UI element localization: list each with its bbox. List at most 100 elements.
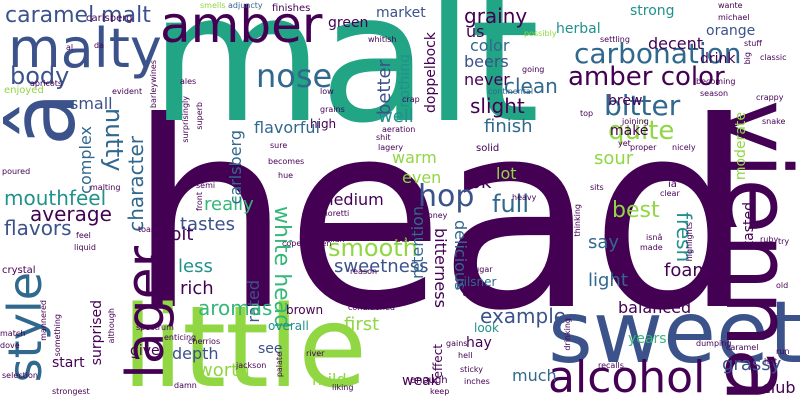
word-highlights: highlights	[685, 222, 694, 262]
word-liking: liking	[332, 383, 354, 392]
word-brown: brown	[286, 303, 324, 317]
word-crystal: crystal	[2, 265, 36, 276]
word-much: much	[512, 366, 557, 385]
word-see: see	[258, 341, 283, 357]
word-evident: evident	[112, 87, 143, 96]
word-reason: reason	[350, 267, 378, 276]
word-stuff: stuff	[744, 39, 762, 48]
word-full: full	[492, 190, 529, 218]
word-make: make	[610, 123, 649, 139]
word-enticing: enticing	[164, 333, 197, 342]
word-ia: iâ	[668, 179, 677, 190]
word-depth: depth	[172, 344, 219, 363]
word-high: high	[310, 117, 337, 131]
word-look: look	[474, 321, 499, 335]
word-superb: superb	[195, 102, 204, 130]
word-best: best	[612, 198, 660, 223]
word-inches: inches	[464, 377, 490, 386]
word-poured: poured	[2, 167, 31, 176]
word-sticky: sticky	[460, 365, 484, 374]
word-dumping: dumping	[696, 339, 732, 348]
word-aromas: aromas	[198, 296, 273, 320]
word-sugar: sugar	[470, 265, 493, 274]
word-grains: grains	[320, 105, 345, 114]
word-warm: warm	[392, 148, 437, 167]
word-continental: continental	[488, 87, 534, 96]
word-fresh: fresh	[672, 212, 696, 263]
word-well: well	[378, 106, 414, 127]
word-drink: drink	[700, 51, 736, 67]
word-carbonation: carbonation	[574, 37, 742, 70]
word-finishes: finishes	[272, 3, 311, 14]
word-big: big	[743, 52, 752, 65]
word-jackson: jackson	[236, 361, 267, 370]
word-smells: smells	[200, 1, 226, 10]
word-classic: classic	[760, 53, 787, 62]
word-surprisingly: surprisingly	[181, 96, 190, 143]
word-run: run	[776, 347, 790, 356]
word-vienna: vienna	[705, 100, 800, 400]
word-carlsberg: carlsberg	[226, 130, 245, 205]
word-bitterness: bitterness	[431, 228, 450, 308]
word-mowt: mowt	[150, 253, 173, 262]
word-michael: michael	[718, 13, 750, 22]
word-quite: quite	[608, 116, 675, 146]
word-medium: medium	[318, 190, 384, 209]
word-sour: sour	[594, 148, 634, 169]
word-old: old	[776, 281, 789, 290]
word-hat: hat	[764, 357, 778, 366]
word-years: years	[628, 331, 667, 347]
word-barleywines: barleywines	[149, 60, 158, 109]
word-malting: malting	[90, 183, 121, 192]
word-toasted: toasted	[138, 225, 169, 234]
word-ok: ok	[470, 172, 492, 193]
word-beers: beers	[464, 52, 509, 71]
word-snake: snake	[762, 117, 786, 126]
word-give: give	[130, 343, 160, 359]
word-head: head	[128, 67, 754, 367]
word-solid: solid	[476, 143, 500, 154]
word-herbal: herbal	[556, 21, 601, 37]
word-feel: feel	[76, 231, 91, 240]
word-money: money	[420, 211, 448, 220]
word-better: better	[374, 60, 395, 116]
word-grainy: grainy	[464, 4, 528, 28]
word-little: little	[122, 283, 367, 400]
word-thin: thin	[462, 285, 486, 299]
word-color: color	[470, 36, 510, 55]
word-nose: nose	[256, 57, 333, 95]
word-delicious: delicious	[451, 220, 470, 291]
word-tastes: tastes	[180, 214, 235, 235]
word-caramel-malt: caramel malt	[5, 3, 151, 28]
word-balanced: balanced	[618, 298, 692, 317]
word-crap: crap	[402, 95, 420, 104]
word-flavors: flavors	[4, 216, 72, 240]
word-clean: clean	[504, 74, 558, 98]
word-us: us	[466, 22, 485, 41]
word-surprised: surprised	[89, 300, 105, 366]
word-al: al	[66, 43, 74, 52]
word-small: small	[70, 94, 113, 113]
word-example: example	[480, 304, 567, 328]
word-low: low	[320, 87, 334, 96]
word-white-head: white head	[269, 206, 294, 329]
word-ruby: ruby	[760, 235, 779, 244]
word-shit: shit	[376, 133, 391, 142]
word-heavy: heavy	[512, 193, 537, 202]
word-becomes: becomes	[268, 157, 305, 166]
word-drinking: drinking	[563, 318, 572, 351]
word-wante: wante	[718, 1, 743, 10]
word-lot: lot	[496, 164, 517, 183]
word-bet: bet	[396, 235, 410, 244]
word-foamy: foamy	[664, 260, 721, 281]
word-character: character	[124, 136, 148, 232]
word-smooth: smooth	[328, 234, 418, 262]
word-possibly: possibly	[524, 29, 557, 38]
word-palate: palate	[275, 352, 284, 378]
word-going: going	[522, 65, 545, 74]
word-sure: sure	[270, 141, 288, 150]
word-river: river	[306, 349, 325, 358]
word-sweetness: sweetness	[334, 256, 429, 277]
word-conditioned: conditioned	[348, 303, 395, 312]
